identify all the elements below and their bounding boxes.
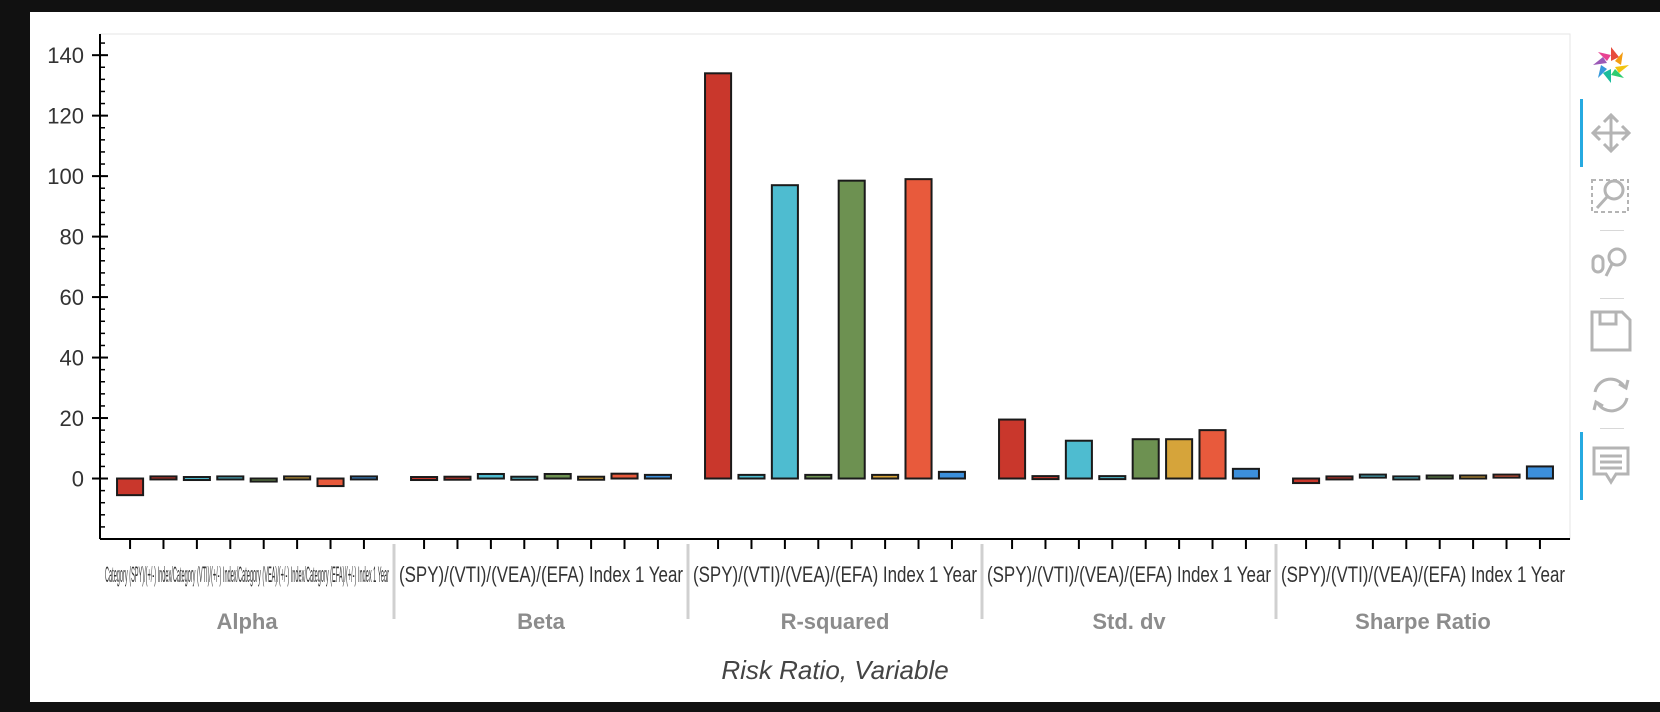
y-tick-label: 40 bbox=[60, 346, 84, 371]
toolbar-separator bbox=[1600, 298, 1624, 299]
bar bbox=[316, 477, 345, 488]
pan-tool-icon[interactable] bbox=[1588, 110, 1634, 156]
bar bbox=[1325, 475, 1354, 481]
bar bbox=[1425, 474, 1454, 480]
bar bbox=[904, 178, 933, 480]
axes bbox=[92, 33, 1571, 619]
toolbar-separator bbox=[1600, 428, 1624, 429]
bar bbox=[704, 72, 733, 480]
reset-tool-icon[interactable] bbox=[1588, 372, 1634, 418]
bar bbox=[116, 477, 145, 497]
bar bbox=[804, 473, 833, 480]
group-label: Sharpe Ratio bbox=[1355, 609, 1491, 634]
y-tick-label: 140 bbox=[47, 43, 84, 68]
bar bbox=[871, 473, 900, 480]
active-tool-indicator bbox=[1580, 432, 1583, 500]
x-tick-label: (SPY)/(VTI)/(VEA)/(EFA) Index 1 Year bbox=[987, 562, 1271, 587]
bar bbox=[216, 475, 245, 481]
bar bbox=[543, 472, 572, 480]
bar bbox=[1459, 474, 1488, 480]
bar bbox=[249, 477, 278, 483]
y-tick-label: 0 bbox=[72, 467, 84, 492]
y-tick-label: 100 bbox=[47, 164, 84, 189]
group-label: Std. dv bbox=[1092, 609, 1166, 634]
bar bbox=[443, 475, 472, 481]
bar bbox=[349, 475, 378, 481]
bar bbox=[1525, 465, 1554, 480]
bar bbox=[1098, 475, 1127, 481]
bar bbox=[1198, 429, 1227, 480]
bokeh-logo-icon[interactable] bbox=[1588, 42, 1634, 88]
bar bbox=[1292, 477, 1321, 485]
bar bbox=[1358, 473, 1387, 479]
bar bbox=[510, 475, 539, 481]
bar-chart: 0 20 40 60 80 100 120 140 Category (SPY)/(+/-) I… bbox=[47, 33, 1571, 685]
bar bbox=[1492, 473, 1521, 479]
bar bbox=[182, 476, 211, 482]
bar bbox=[643, 473, 672, 480]
bar bbox=[1231, 467, 1260, 480]
chart-toolbar bbox=[1574, 32, 1634, 552]
active-tool-indicator bbox=[1580, 99, 1583, 167]
bar bbox=[149, 475, 178, 481]
bar bbox=[1165, 438, 1194, 480]
bar bbox=[410, 476, 439, 482]
save-tool-icon[interactable] bbox=[1588, 308, 1634, 354]
group-label: R-squared bbox=[781, 609, 890, 634]
bar bbox=[737, 473, 766, 480]
bar bbox=[937, 470, 966, 480]
chart-panel: 0 20 40 60 80 100 120 140 Category (SPY)/(+/-) I… bbox=[30, 12, 1660, 702]
group-label: Alpha bbox=[216, 609, 278, 634]
labels: 0 20 40 60 80 100 120 140 Category (SPY)/(+/-) I… bbox=[47, 43, 1565, 685]
box-zoom-tool-icon[interactable] bbox=[1588, 172, 1634, 218]
y-tick-label: 80 bbox=[60, 225, 84, 250]
bar bbox=[837, 179, 866, 480]
bar bbox=[610, 472, 639, 480]
bar bbox=[1131, 438, 1160, 480]
bars bbox=[116, 72, 1554, 497]
bar bbox=[283, 475, 312, 481]
bar bbox=[476, 472, 505, 480]
plot-frame bbox=[99, 33, 1571, 540]
bar bbox=[577, 475, 606, 481]
y-tick-label: 60 bbox=[60, 285, 84, 310]
bar bbox=[998, 418, 1027, 480]
x-tick-label: (SPY)/(VTI)/(VEA)/(EFA) Index 1 Year bbox=[693, 562, 977, 587]
bar bbox=[1392, 475, 1421, 481]
x-axis-title: Risk Ratio, Variable bbox=[721, 655, 948, 685]
group-label: Beta bbox=[517, 609, 565, 634]
wheel-zoom-tool-icon[interactable] bbox=[1588, 240, 1634, 286]
y-tick-label: 120 bbox=[47, 104, 84, 129]
hover-tool-icon[interactable] bbox=[1588, 442, 1634, 488]
x-tick-label: Category (SPY)/(+/-) Index/Category (VTI… bbox=[105, 562, 389, 587]
bar bbox=[770, 184, 799, 480]
toolbar-separator bbox=[1600, 230, 1624, 231]
bar bbox=[1031, 475, 1060, 481]
x-tick-label: (SPY)/(VTI)/(VEA)/(EFA) Index 1 Year bbox=[399, 562, 683, 587]
y-tick-label: 20 bbox=[60, 406, 84, 431]
x-tick-label: (SPY)/(VTI)/(VEA)/(EFA) Index 1 Year bbox=[1281, 562, 1565, 587]
bar bbox=[1064, 439, 1093, 480]
